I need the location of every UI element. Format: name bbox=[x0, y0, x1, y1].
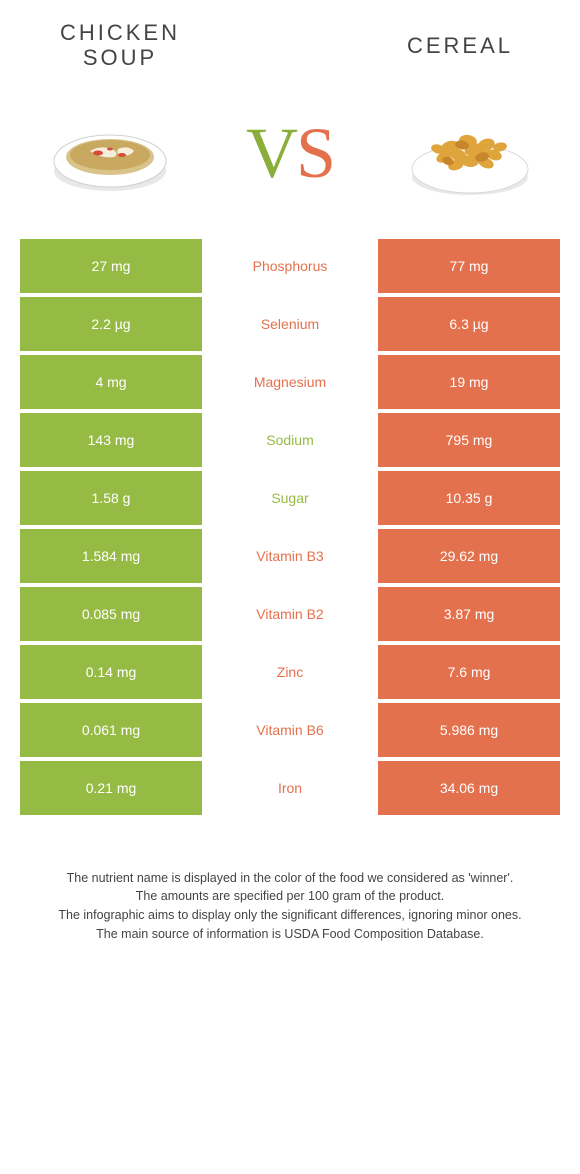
title-left: CHICKENSOUP bbox=[40, 20, 200, 71]
right-value: 795 mg bbox=[378, 413, 560, 467]
left-value: 2.2 µg bbox=[20, 297, 202, 351]
nutrient-name: Iron bbox=[202, 761, 378, 815]
footer: The nutrient name is displayed in the co… bbox=[0, 819, 580, 944]
nutrient-name: Vitamin B3 bbox=[202, 529, 378, 583]
nutrient-row: 143 mgSodium795 mg bbox=[20, 413, 560, 467]
chicken-soup-image bbox=[40, 99, 180, 209]
header: CHICKENSOUP CEREAL bbox=[0, 0, 580, 81]
images-row: VS bbox=[0, 81, 580, 239]
left-value: 0.21 mg bbox=[20, 761, 202, 815]
right-value: 5.986 mg bbox=[378, 703, 560, 757]
footer-line-1: The nutrient name is displayed in the co… bbox=[30, 869, 550, 888]
nutrient-name: Sugar bbox=[202, 471, 378, 525]
right-value: 34.06 mg bbox=[378, 761, 560, 815]
right-value: 6.3 µg bbox=[378, 297, 560, 351]
left-value: 1.584 mg bbox=[20, 529, 202, 583]
title-right: CEREAL bbox=[380, 33, 540, 58]
right-value: 77 mg bbox=[378, 239, 560, 293]
nutrient-row: 0.085 mgVitamin B23.87 mg bbox=[20, 587, 560, 641]
left-value: 0.061 mg bbox=[20, 703, 202, 757]
right-value: 3.87 mg bbox=[378, 587, 560, 641]
vs-s: S bbox=[296, 113, 334, 193]
right-value: 7.6 mg bbox=[378, 645, 560, 699]
nutrient-name: Phosphorus bbox=[202, 239, 378, 293]
nutrient-row: 0.14 mgZinc7.6 mg bbox=[20, 645, 560, 699]
left-value: 143 mg bbox=[20, 413, 202, 467]
nutrient-name: Zinc bbox=[202, 645, 378, 699]
footer-line-2: The amounts are specified per 100 gram o… bbox=[30, 887, 550, 906]
nutrient-name: Magnesium bbox=[202, 355, 378, 409]
right-value: 19 mg bbox=[378, 355, 560, 409]
left-value: 27 mg bbox=[20, 239, 202, 293]
left-value: 1.58 g bbox=[20, 471, 202, 525]
nutrient-name: Selenium bbox=[202, 297, 378, 351]
nutrient-row: 4 mgMagnesium19 mg bbox=[20, 355, 560, 409]
nutrient-row: 1.584 mgVitamin B329.62 mg bbox=[20, 529, 560, 583]
vs-v: V bbox=[246, 113, 296, 193]
left-value: 0.14 mg bbox=[20, 645, 202, 699]
right-value: 29.62 mg bbox=[378, 529, 560, 583]
footer-line-4: The main source of information is USDA F… bbox=[30, 925, 550, 944]
left-value: 4 mg bbox=[20, 355, 202, 409]
nutrients-table: 27 mgPhosphorus77 mg2.2 µgSelenium6.3 µg… bbox=[0, 239, 580, 815]
nutrient-row: 0.061 mgVitamin B65.986 mg bbox=[20, 703, 560, 757]
nutrient-row: 0.21 mgIron34.06 mg bbox=[20, 761, 560, 815]
vs-text: VS bbox=[246, 112, 334, 195]
left-value: 0.085 mg bbox=[20, 587, 202, 641]
nutrient-row: 1.58 gSugar10.35 g bbox=[20, 471, 560, 525]
nutrient-row: 2.2 µgSelenium6.3 µg bbox=[20, 297, 560, 351]
nutrient-name: Vitamin B6 bbox=[202, 703, 378, 757]
footer-line-3: The infographic aims to display only the… bbox=[30, 906, 550, 925]
right-value: 10.35 g bbox=[378, 471, 560, 525]
cereal-image bbox=[400, 99, 540, 209]
nutrient-name: Sodium bbox=[202, 413, 378, 467]
nutrient-row: 27 mgPhosphorus77 mg bbox=[20, 239, 560, 293]
nutrient-name: Vitamin B2 bbox=[202, 587, 378, 641]
